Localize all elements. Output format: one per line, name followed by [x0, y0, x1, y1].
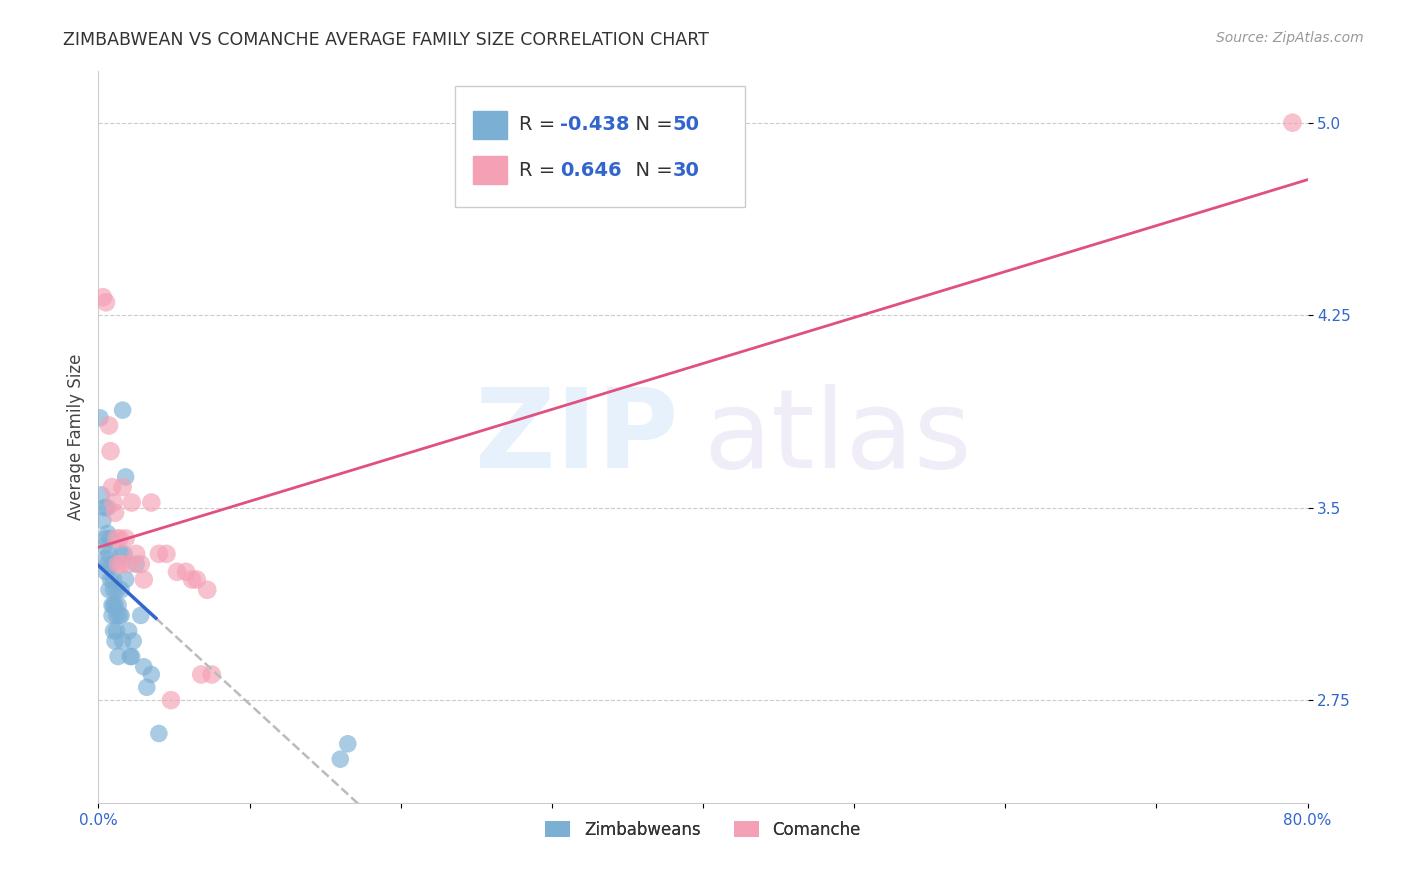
Point	[93, 500, 115, 515]
Point	[91, 290, 114, 304]
Point	[141, 495, 163, 509]
Bar	[474, 156, 508, 184]
Point	[94, 552, 117, 566]
Text: N =: N =	[623, 115, 679, 135]
Point	[96, 557, 118, 571]
Point	[112, 547, 135, 561]
Point	[94, 532, 117, 546]
Point	[105, 582, 128, 597]
Point	[104, 598, 127, 612]
Point	[125, 557, 148, 571]
Text: 0.646: 0.646	[561, 161, 621, 179]
Point	[121, 495, 143, 509]
Point	[108, 608, 131, 623]
Legend: Zimbabweans, Comanche: Zimbabweans, Comanche	[538, 814, 868, 846]
Text: atlas: atlas	[703, 384, 972, 491]
Text: R =: R =	[519, 115, 562, 135]
Point	[107, 598, 129, 612]
Point	[120, 649, 142, 664]
Point	[93, 539, 115, 553]
Point	[101, 608, 124, 623]
Point	[111, 634, 134, 648]
Point	[160, 693, 183, 707]
Point	[132, 573, 155, 587]
Text: 50: 50	[672, 115, 700, 135]
Text: N =: N =	[623, 161, 679, 179]
Point	[181, 573, 204, 587]
Point	[100, 532, 122, 546]
Point	[91, 514, 114, 528]
Point	[103, 624, 125, 638]
Text: -0.438: -0.438	[561, 115, 630, 135]
Point	[110, 547, 132, 561]
Point	[98, 418, 121, 433]
Point	[98, 582, 121, 597]
Text: ZIMBABWEAN VS COMANCHE AVERAGE FAMILY SIZE CORRELATION CHART: ZIMBABWEAN VS COMANCHE AVERAGE FAMILY SI…	[63, 31, 709, 49]
Point	[195, 582, 218, 597]
Point	[129, 608, 152, 623]
Point	[121, 649, 143, 664]
Point	[110, 557, 132, 571]
Point	[174, 565, 197, 579]
Point	[148, 726, 170, 740]
Point	[104, 634, 127, 648]
Bar	[474, 111, 508, 138]
Point	[114, 470, 136, 484]
Point	[103, 582, 125, 597]
Point	[122, 634, 145, 648]
Point	[94, 565, 117, 579]
Point	[114, 532, 136, 546]
Point	[101, 480, 124, 494]
Point	[96, 500, 118, 515]
Point	[1281, 116, 1303, 130]
Point	[100, 573, 122, 587]
Point	[105, 608, 128, 623]
Point	[129, 557, 152, 571]
Y-axis label: Average Family Size: Average Family Size	[66, 354, 84, 520]
Point	[110, 608, 132, 623]
Point	[186, 573, 208, 587]
Point	[101, 598, 124, 612]
Point	[148, 547, 170, 561]
Point	[98, 547, 121, 561]
Point	[118, 557, 141, 571]
FancyBboxPatch shape	[456, 86, 745, 207]
Point	[103, 495, 125, 509]
Point	[336, 737, 359, 751]
Point	[100, 444, 122, 458]
Point	[110, 582, 132, 597]
Point	[201, 667, 224, 681]
Point	[107, 649, 129, 664]
Point	[114, 573, 136, 587]
Text: 30: 30	[672, 161, 700, 179]
Point	[94, 295, 117, 310]
Point	[132, 660, 155, 674]
Text: R =: R =	[519, 161, 568, 179]
Point	[190, 667, 212, 681]
Point	[166, 565, 188, 579]
Point	[89, 410, 111, 425]
Point	[90, 488, 112, 502]
Point	[141, 667, 163, 681]
Point	[104, 506, 127, 520]
Point	[105, 532, 128, 546]
Point	[118, 624, 141, 638]
Point	[111, 403, 134, 417]
Point	[103, 573, 125, 587]
Point	[329, 752, 352, 766]
Point	[108, 532, 131, 546]
Point	[125, 547, 148, 561]
Point	[103, 598, 125, 612]
Point	[105, 624, 128, 638]
Point	[135, 681, 157, 695]
Point	[107, 557, 129, 571]
Point	[101, 557, 124, 571]
Text: Source: ZipAtlas.com: Source: ZipAtlas.com	[1216, 31, 1364, 45]
Point	[155, 547, 177, 561]
Point	[111, 480, 134, 494]
Point	[96, 526, 118, 541]
Text: ZIP: ZIP	[475, 384, 679, 491]
